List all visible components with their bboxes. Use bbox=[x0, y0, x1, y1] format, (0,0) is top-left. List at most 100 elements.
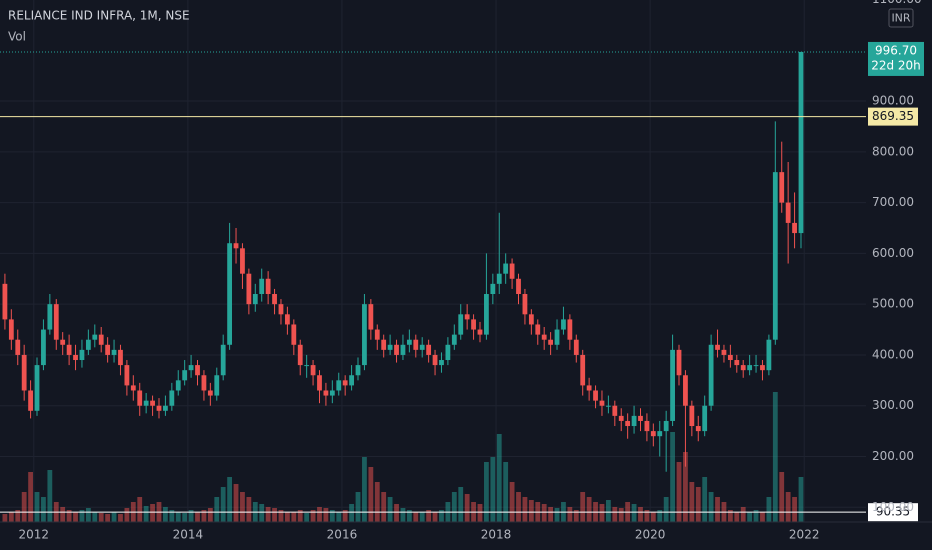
candle-body bbox=[753, 365, 759, 367]
currency-box bbox=[888, 8, 914, 28]
volume-bar bbox=[477, 504, 483, 522]
candle-body bbox=[496, 273, 502, 284]
volume-label: Vol bbox=[8, 30, 26, 44]
candle-body bbox=[349, 375, 354, 386]
candle-body bbox=[98, 334, 104, 345]
candle-body bbox=[689, 405, 695, 427]
y-tick-label: 900.00 bbox=[872, 94, 914, 108]
candle-body bbox=[503, 263, 509, 274]
volume-bar bbox=[150, 504, 155, 522]
volume-bar bbox=[323, 508, 329, 522]
candle-body bbox=[657, 431, 663, 437]
volume-bar bbox=[541, 504, 547, 522]
candle-body bbox=[41, 329, 46, 366]
volume-bar bbox=[439, 510, 444, 522]
volume-bar bbox=[785, 492, 791, 522]
volume-bar bbox=[605, 500, 611, 522]
volume-bar bbox=[329, 510, 335, 522]
currency: INR bbox=[891, 12, 910, 25]
candle-body bbox=[150, 400, 155, 406]
candle-body bbox=[207, 390, 213, 396]
candle-body bbox=[381, 339, 387, 350]
candle-body bbox=[702, 405, 708, 432]
volume-bar bbox=[374, 482, 380, 522]
candle-body bbox=[779, 172, 785, 203]
candle-body bbox=[272, 294, 277, 305]
volume-bar bbox=[747, 512, 753, 522]
volume-bar bbox=[310, 510, 316, 522]
volume-bar bbox=[381, 492, 387, 522]
candle-body bbox=[695, 426, 701, 432]
volume-bar bbox=[118, 514, 123, 522]
chart-title: RELIANCE IND INFRA, 1M, NSE bbox=[8, 9, 190, 23]
volume-bar bbox=[137, 497, 143, 522]
volume-bar bbox=[503, 462, 509, 522]
volume-bar bbox=[631, 504, 637, 522]
volume-bar bbox=[317, 507, 322, 522]
candle-body bbox=[631, 415, 637, 427]
volume-bar bbox=[657, 510, 663, 522]
candle-body bbox=[195, 365, 200, 376]
y-tick-label: 700.00 bbox=[872, 195, 914, 209]
candle-body bbox=[47, 304, 53, 330]
volume-bar bbox=[143, 506, 149, 522]
volume-bar bbox=[278, 510, 284, 522]
y-tick-label: 200.00 bbox=[872, 449, 914, 463]
volume-bar bbox=[342, 510, 348, 522]
candle-body bbox=[355, 365, 361, 376]
candle-body bbox=[66, 344, 72, 355]
candle-body bbox=[118, 349, 123, 366]
volume-bar bbox=[548, 507, 554, 522]
candle-body bbox=[644, 420, 650, 432]
countdown-label: 22d 20h bbox=[871, 58, 921, 72]
candle-body bbox=[137, 390, 143, 406]
level-label: 869.35 bbox=[872, 109, 914, 123]
volume-bar bbox=[516, 492, 521, 522]
candle-body bbox=[747, 365, 753, 371]
volume-bar bbox=[355, 492, 361, 522]
candle-body bbox=[612, 405, 618, 416]
volume-bar bbox=[779, 472, 785, 522]
volume-bar bbox=[400, 508, 406, 522]
volume-bar bbox=[406, 510, 412, 522]
volume-bar bbox=[34, 492, 40, 522]
volume-bar bbox=[490, 457, 496, 522]
candle-body bbox=[792, 222, 797, 234]
candle-body bbox=[522, 294, 528, 315]
candle-body bbox=[34, 365, 40, 411]
candle-body bbox=[580, 354, 586, 386]
volume-bar bbox=[28, 472, 33, 522]
candle-body bbox=[92, 334, 98, 340]
volume-bar bbox=[792, 497, 797, 522]
volume-bar bbox=[509, 482, 515, 522]
candle-body bbox=[291, 324, 297, 345]
volume-bar bbox=[207, 508, 213, 522]
x-tick-label: 2022 bbox=[789, 528, 820, 542]
candle-body bbox=[259, 278, 265, 295]
candle-body bbox=[297, 344, 303, 366]
volume-bar bbox=[182, 513, 188, 522]
candle-body bbox=[638, 415, 643, 421]
y-tick-label: 1100.00 bbox=[872, 0, 922, 6]
volume-bar bbox=[464, 494, 470, 522]
candle-body bbox=[573, 339, 579, 355]
candle-body bbox=[175, 380, 181, 391]
volume-bar bbox=[766, 497, 772, 522]
candle-body bbox=[130, 385, 136, 391]
volume-bar bbox=[451, 492, 457, 522]
volume-bar bbox=[586, 497, 592, 522]
volume-bar bbox=[368, 467, 374, 522]
volume-bar bbox=[21, 492, 27, 522]
candle-body bbox=[278, 304, 284, 315]
volume-bar bbox=[394, 504, 399, 522]
candle-body bbox=[400, 344, 406, 355]
volume-bar bbox=[734, 512, 740, 522]
candle-body bbox=[182, 370, 188, 381]
volume-bar bbox=[60, 507, 66, 522]
volume-bar bbox=[73, 512, 78, 522]
candle-body bbox=[227, 243, 233, 345]
candle-body bbox=[284, 314, 290, 325]
candle-body bbox=[715, 344, 720, 350]
candle-body bbox=[676, 349, 682, 376]
candle-body bbox=[464, 314, 470, 320]
